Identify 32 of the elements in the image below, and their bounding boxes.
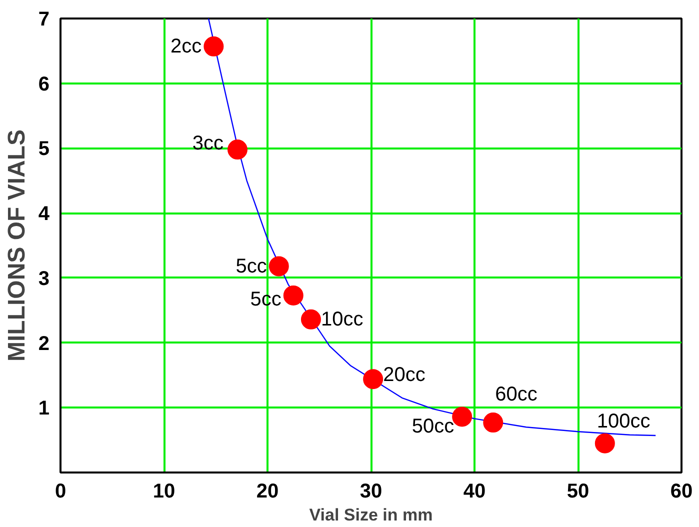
point	[483, 412, 504, 433]
point	[283, 285, 304, 306]
y-tick-label: 7	[38, 8, 50, 30]
point	[227, 140, 248, 160]
point	[268, 256, 289, 276]
annotation: 5cc	[236, 255, 267, 278]
x-tick-label: 30	[360, 480, 382, 502]
point	[204, 36, 224, 56]
annotation: 10cc	[320, 308, 364, 330]
y-tick-label: 6	[38, 73, 50, 96]
point	[363, 369, 384, 390]
x-tick-label: 60	[670, 480, 693, 502]
x-axis-title: Vial Size in mm	[309, 506, 433, 524]
point	[300, 309, 321, 330]
x-tick-label: 10	[152, 480, 176, 502]
x-tick-label: 40	[463, 480, 486, 502]
y-axis-title: MILLIONS OF VIALS	[3, 130, 30, 362]
point	[452, 406, 472, 427]
x-tick-label: 20	[256, 480, 279, 502]
x-tick-label: 50	[566, 480, 590, 502]
x-tick-label: 0	[54, 480, 66, 502]
annotation: 2cc	[170, 35, 202, 58]
y-tick-label: 4	[38, 203, 50, 226]
point	[594, 433, 615, 454]
y-tick-label: 5	[38, 138, 50, 160]
annotation: 50cc	[412, 416, 454, 438]
y-tick-label: 2	[38, 332, 50, 355]
annotation: 100cc	[596, 410, 650, 432]
y-tick-label: 3	[38, 268, 50, 290]
annotation: 20cc	[383, 364, 426, 386]
y-tick-label: 1	[38, 398, 50, 420]
annotation: 60cc	[495, 384, 538, 406]
